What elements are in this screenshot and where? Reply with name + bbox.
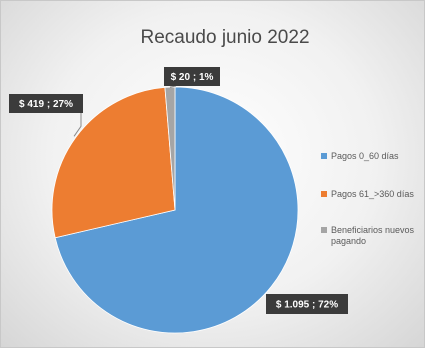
legend-swatch-pagos-0-60-dias xyxy=(321,153,327,159)
data-label-beneficiarios-nuevos-pagando: $ 20 ; 1% xyxy=(171,72,214,83)
pie-slice-beneficiarios-nuevos-pagando xyxy=(164,86,176,211)
data-label-box-pagos-0-60-dias xyxy=(266,294,348,314)
data-label-box-beneficiarios-nuevos-pagando xyxy=(164,67,220,86)
legend-label-pagos-61-360-dias: Pagos 61_>360 días xyxy=(331,189,414,199)
leader-line-pagos-61-360-dias xyxy=(73,113,82,137)
legend-item-beneficiarios-nuevos-pagando: Beneficiarios nuevos pagando xyxy=(321,225,415,246)
chart-title: Recaudo junio 2022 xyxy=(140,27,309,48)
data-label-pagos-0-60-dias: $ 1.095 ; 72% xyxy=(276,300,338,311)
leader-lines xyxy=(73,85,177,137)
legend-item-pagos-61-360-dias: Pagos 61_>360 días xyxy=(321,189,414,199)
data-label-pagos-61-360-dias: $ 419 ; 27% xyxy=(19,99,73,110)
legend-swatch-beneficiarios-nuevos-pagando xyxy=(321,227,327,233)
legend-label-beneficiarios-nuevos-pagando: Beneficiarios nuevos pagando xyxy=(331,225,415,246)
pie-slice-pagos-61-360-dias xyxy=(51,86,176,239)
pie-slices xyxy=(51,86,299,334)
legend-swatch-pagos-61-360-dias xyxy=(321,191,327,197)
data-label-box-pagos-61-360-dias xyxy=(9,94,83,113)
leader-line-beneficiarios-nuevos-pagando xyxy=(169,85,177,88)
legend: Pagos 0_60 días Pagos 61_>360 días Benefic… xyxy=(321,151,415,246)
legend-label-pagos-0-60-dias: Pagos 0_60 días xyxy=(331,151,399,161)
pie-slice-pagos-0-60-dias xyxy=(54,86,299,334)
data-labels: $ 1.095 ; 72% $ 419 ; 27% $ 20 ; 1% xyxy=(9,67,348,314)
legend-item-pagos-0-60-dias: Pagos 0_60 días xyxy=(321,151,399,161)
